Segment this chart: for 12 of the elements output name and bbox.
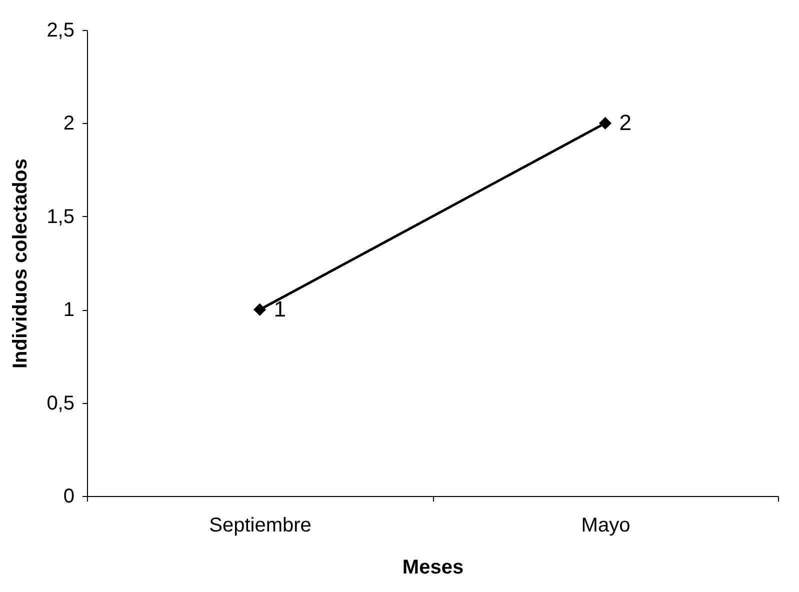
x-axis-title: Meses: [402, 556, 464, 578]
data-label: 2: [619, 110, 632, 136]
y-axis-title: Individuos colectados: [10, 158, 32, 369]
y-tick-label: 1: [63, 299, 74, 322]
y-tick-label: 2,5: [46, 20, 74, 42]
y-tick-label: 2: [63, 112, 74, 135]
y-tick-label: 0,5: [46, 392, 74, 414]
data-label: 1: [274, 296, 286, 322]
y-tick-label: 1,5: [46, 206, 74, 228]
y-tick-label: 0: [63, 486, 74, 508]
x-tick-label: Septiembre: [209, 514, 312, 536]
x-tick-label: Mayo: [581, 514, 630, 536]
